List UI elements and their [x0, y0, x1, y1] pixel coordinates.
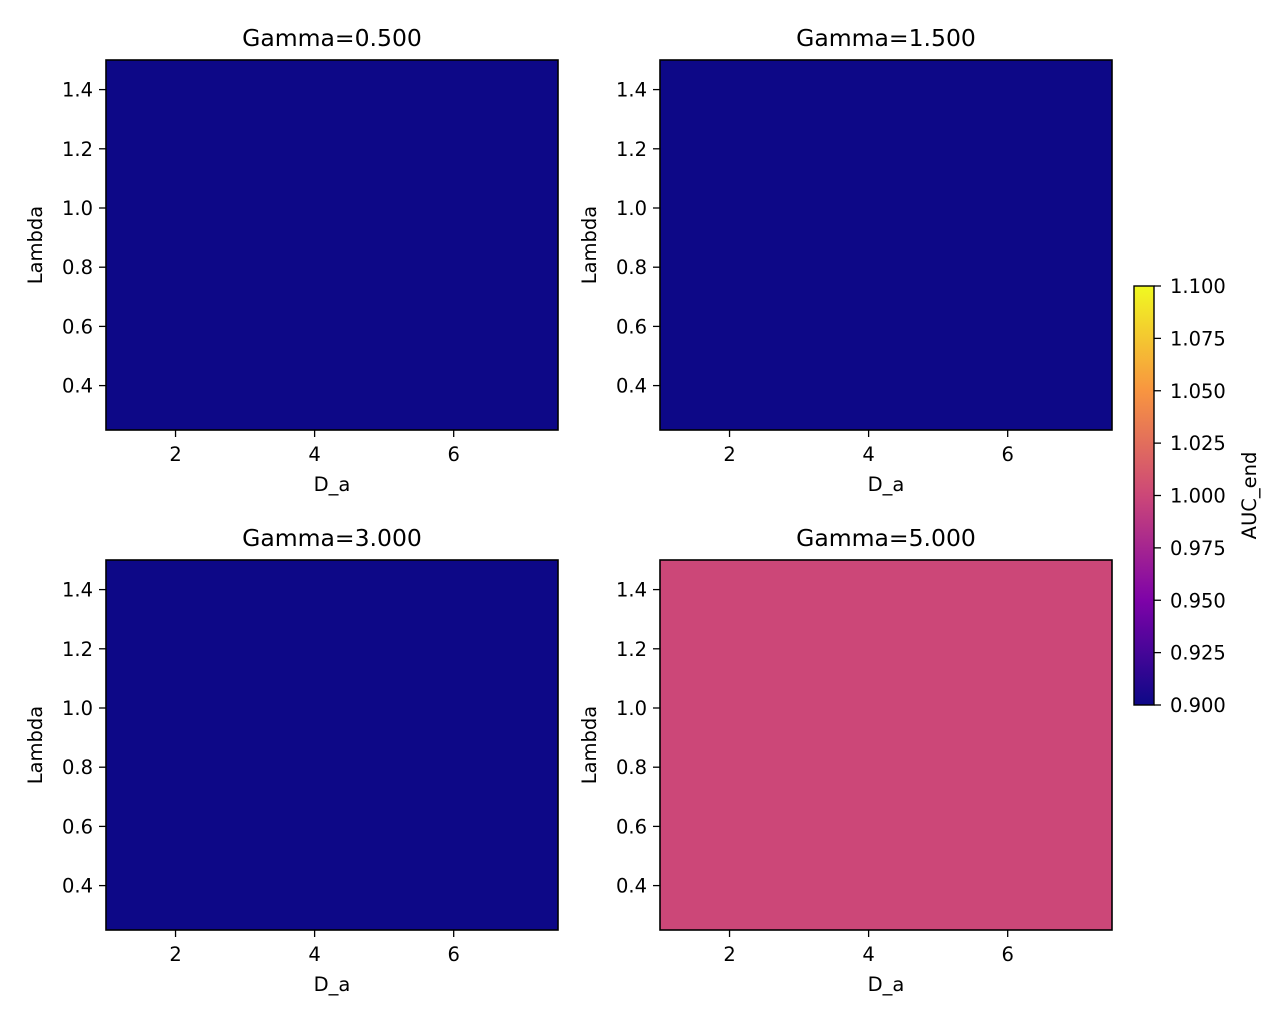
- y-tick-label: 1.2: [616, 638, 647, 661]
- x-tick-label: 2: [169, 443, 181, 466]
- heatmap-cells: [106, 560, 558, 930]
- y-tick-label: 1.0: [62, 197, 93, 220]
- y-tick-label: 0.8: [616, 256, 647, 279]
- colorbar-tick-label: 1.075: [1170, 327, 1226, 350]
- x-axis-label: D_a: [868, 473, 905, 496]
- heatmap-cells: [106, 60, 558, 430]
- y-axis-label: Lambda: [578, 206, 601, 285]
- y-tick-label: 1.0: [62, 697, 93, 720]
- heatmap-panels: Gamma=0.500 2 4 6 0.4 0.6 0.8 1.0 1.2 1.4 D_a Lambd…: [24, 24, 1113, 996]
- colorbar-tick-label: 0.975: [1170, 537, 1226, 560]
- x-tick-label: 6: [1001, 943, 1013, 966]
- y-tick-label: 0.6: [616, 315, 647, 338]
- x-tick-label: 4: [308, 943, 320, 966]
- colorbar-tick-label: 1.100: [1170, 275, 1226, 298]
- y-tick-label: 1.2: [62, 638, 93, 661]
- subplot-3: Gamma=3.000 2 4 6 0.4 0.6 0.8 1.0 1.2 1.4 D_a Lambd…: [24, 524, 559, 996]
- colorbar-tick-label: 1.025: [1170, 432, 1226, 455]
- y-tick-label: 1.4: [616, 79, 647, 102]
- colorbar: 0.900 0.925 0.950 0.975 1.000 1.025 1.050 1.075…: [1133, 275, 1261, 717]
- subplot-4: Gamma=5.000 2 4 6 0.4 0.6 0.8 1.0 1.2 1.4 D_a Lambd…: [578, 524, 1113, 996]
- x-tick-label: 2: [723, 943, 735, 966]
- x-tick-label: 2: [169, 943, 181, 966]
- colorbar-tick-label: 1.000: [1170, 485, 1226, 508]
- colorbar-gradient: [1134, 286, 1154, 705]
- heatmap-cells: [660, 560, 1112, 930]
- y-axis-label: Lambda: [578, 706, 601, 785]
- y-tick-label: 1.2: [616, 138, 647, 161]
- colorbar-tick-label: 0.950: [1170, 589, 1226, 612]
- y-tick-label: 0.8: [616, 756, 647, 779]
- heatmap-cells: [660, 60, 1112, 430]
- subplot-title: Gamma=5.000: [796, 524, 976, 552]
- y-tick-label: 0.8: [62, 256, 93, 279]
- y-tick-label: 0.4: [62, 875, 93, 898]
- axes-frame: [105, 59, 559, 431]
- x-tick-label: 6: [447, 443, 459, 466]
- y-tick-label: 1.4: [62, 579, 93, 602]
- subplot-title: Gamma=3.000: [242, 524, 422, 552]
- x-axis-label: D_a: [868, 973, 905, 996]
- x-axis-label: D_a: [314, 473, 351, 496]
- y-tick-label: 0.8: [62, 756, 93, 779]
- y-axis-label: Lambda: [24, 206, 47, 285]
- y-tick-label: 0.6: [62, 315, 93, 338]
- y-tick-label: 1.0: [616, 197, 647, 220]
- colorbar-tick-label: 0.925: [1170, 642, 1226, 665]
- subplot-1: Gamma=0.500 2 4 6 0.4 0.6 0.8 1.0 1.2 1.4 D_a Lambd…: [24, 24, 559, 496]
- y-tick-label: 0.6: [616, 815, 647, 838]
- y-tick-label: 1.4: [62, 79, 93, 102]
- y-tick-label: 0.6: [62, 815, 93, 838]
- colorbar-tick-label: 1.050: [1170, 380, 1226, 403]
- y-tick-label: 0.4: [616, 375, 647, 398]
- subplot-2: Gamma=1.500 2 4 6 0.4 0.6 0.8 1.0 1.2 1.4 D_a Lambd…: [578, 24, 1113, 496]
- x-tick-label: 6: [447, 943, 459, 966]
- x-tick-label: 4: [308, 443, 320, 466]
- colorbar-label: AUC_end: [1238, 452, 1261, 540]
- x-axis-label: D_a: [314, 973, 351, 996]
- y-tick-label: 0.4: [616, 875, 647, 898]
- x-tick-label: 4: [862, 943, 874, 966]
- colorbar-tick-label: 0.900: [1170, 694, 1226, 717]
- subplot-title: Gamma=1.500: [796, 24, 976, 52]
- x-tick-label: 6: [1001, 443, 1013, 466]
- y-tick-label: 1.0: [616, 697, 647, 720]
- y-tick-label: 1.2: [62, 138, 93, 161]
- subplot-title: Gamma=0.500: [242, 24, 422, 52]
- axes-frame: [105, 559, 559, 931]
- x-tick-label: 4: [862, 443, 874, 466]
- y-tick-label: 1.4: [616, 579, 647, 602]
- axes-frame: [659, 59, 1113, 431]
- y-tick-label: 0.4: [62, 375, 93, 398]
- axes-frame: [659, 559, 1113, 931]
- y-axis-label: Lambda: [24, 706, 47, 785]
- x-tick-label: 2: [723, 443, 735, 466]
